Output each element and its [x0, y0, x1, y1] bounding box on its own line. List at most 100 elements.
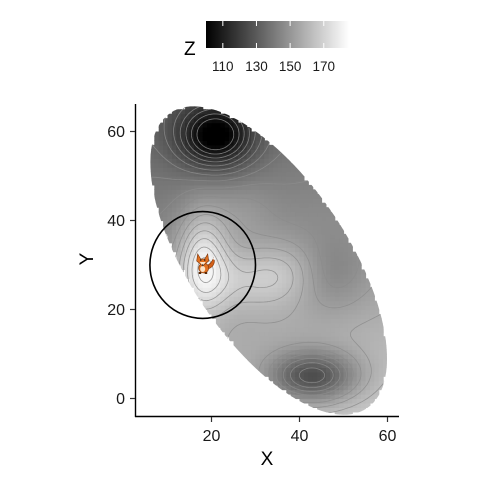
heatmap-cell: [344, 354, 349, 359]
heatmap-cell: [242, 345, 247, 350]
heatmap-cell: [242, 336, 247, 341]
heatmap-cell: [304, 238, 309, 243]
heatmap-cell: [313, 318, 318, 323]
heatmap-cell: [374, 394, 379, 399]
heatmap-cell: [300, 318, 305, 323]
heatmap-cell: [242, 354, 247, 359]
heatmap-cell: [335, 363, 340, 368]
heatmap-cell: [260, 372, 265, 377]
heatmap-cell: [308, 336, 313, 341]
heatmap-cell: [370, 350, 375, 355]
heatmap-cell: [370, 292, 375, 297]
heatmap-cell: [278, 229, 283, 234]
heatmap-cell: [212, 292, 217, 297]
heatmap-cell: [339, 385, 344, 390]
heatmap-cell: [295, 323, 300, 328]
heatmap-cell: [242, 238, 247, 243]
heatmap-cell: [207, 140, 212, 145]
heatmap-cell: [295, 203, 300, 208]
heatmap-cell: [220, 323, 225, 328]
heatmap-cell: [330, 247, 335, 252]
heatmap-cell: [366, 345, 371, 350]
heatmap-cell: [335, 296, 340, 301]
heatmap-cell: [172, 212, 177, 217]
heatmap-cell: [185, 207, 190, 212]
heatmap-cell: [150, 167, 155, 172]
heatmap-cell: [260, 261, 265, 266]
heatmap-cell: [234, 256, 239, 261]
heatmap-cell: [357, 301, 362, 306]
heatmap-cell: [286, 212, 291, 217]
heatmap-cell: [366, 301, 371, 306]
heatmap-cell: [286, 167, 291, 172]
heatmap-cell: [234, 310, 239, 315]
heatmap-cell: [247, 350, 252, 355]
heatmap-cell: [154, 194, 159, 199]
heatmap-cell: [383, 354, 388, 359]
heatmap-cell: [300, 185, 305, 190]
heatmap-cell: [159, 140, 164, 145]
heatmap-cell: [295, 229, 300, 234]
heatmap-cell: [159, 145, 164, 150]
heatmap-cell: [225, 132, 230, 137]
heatmap-cell: [251, 336, 256, 341]
heatmap-cell: [295, 336, 300, 341]
heatmap-cell: [295, 274, 300, 279]
heatmap-cell: [225, 305, 230, 310]
heatmap-cell: [247, 221, 252, 226]
heatmap-cell: [203, 127, 208, 132]
heatmap-cell: [357, 385, 362, 390]
heatmap-cell: [300, 381, 305, 386]
heatmap-cell: [229, 203, 234, 208]
heatmap-cell: [322, 256, 327, 261]
heatmap-cell: [247, 341, 252, 346]
heatmap-cell: [278, 203, 283, 208]
heatmap-cell: [260, 278, 265, 283]
heatmap-cell: [326, 225, 331, 230]
heatmap-cell: [286, 158, 291, 163]
heatmap-cell: [159, 167, 164, 172]
heatmap-cell: [361, 274, 366, 279]
heatmap-cell: [335, 234, 340, 239]
heatmap-cell: [308, 216, 313, 221]
heatmap-cell: [278, 261, 283, 266]
heatmap-cell: [370, 358, 375, 363]
heatmap-cell: [304, 310, 309, 315]
heatmap-cell: [322, 314, 327, 319]
heatmap-cell: [286, 185, 291, 190]
heatmap-cell: [352, 407, 357, 412]
heatmap-cell: [220, 185, 225, 190]
heatmap-cell: [273, 163, 278, 168]
heatmap-cell: [159, 216, 164, 221]
heatmap-cell: [366, 332, 371, 337]
heatmap-cell: [278, 305, 283, 310]
heatmap-cell: [176, 189, 181, 194]
heatmap-cell: [251, 358, 256, 363]
heatmap-cell: [308, 269, 313, 274]
heatmap-cell: [326, 314, 331, 319]
heatmap-cell: [260, 354, 265, 359]
heatmap-cell: [225, 198, 230, 203]
heatmap-cell: [326, 345, 331, 350]
heatmap-cell: [168, 172, 173, 177]
heatmap-cell: [159, 180, 164, 185]
heatmap-cell: [282, 283, 287, 288]
heatmap-cell: [216, 194, 221, 199]
heatmap-cell: [308, 221, 313, 226]
heatmap-cell: [330, 336, 335, 341]
heatmap-cell: [291, 318, 296, 323]
heatmap-cell: [330, 296, 335, 301]
heatmap-cell: [212, 301, 217, 306]
heatmap-cell: [198, 225, 203, 230]
heatmap-cell: [317, 212, 322, 217]
heatmap-cell: [163, 145, 168, 150]
heatmap-cell: [304, 336, 309, 341]
heatmap-cell: [269, 198, 274, 203]
heatmap-cell: [264, 287, 269, 292]
heatmap-cell: [295, 185, 300, 190]
heatmap-cell: [242, 278, 247, 283]
heatmap-cell: [256, 354, 261, 359]
heatmap-cell: [260, 310, 265, 315]
heatmap-cell: [335, 256, 340, 261]
